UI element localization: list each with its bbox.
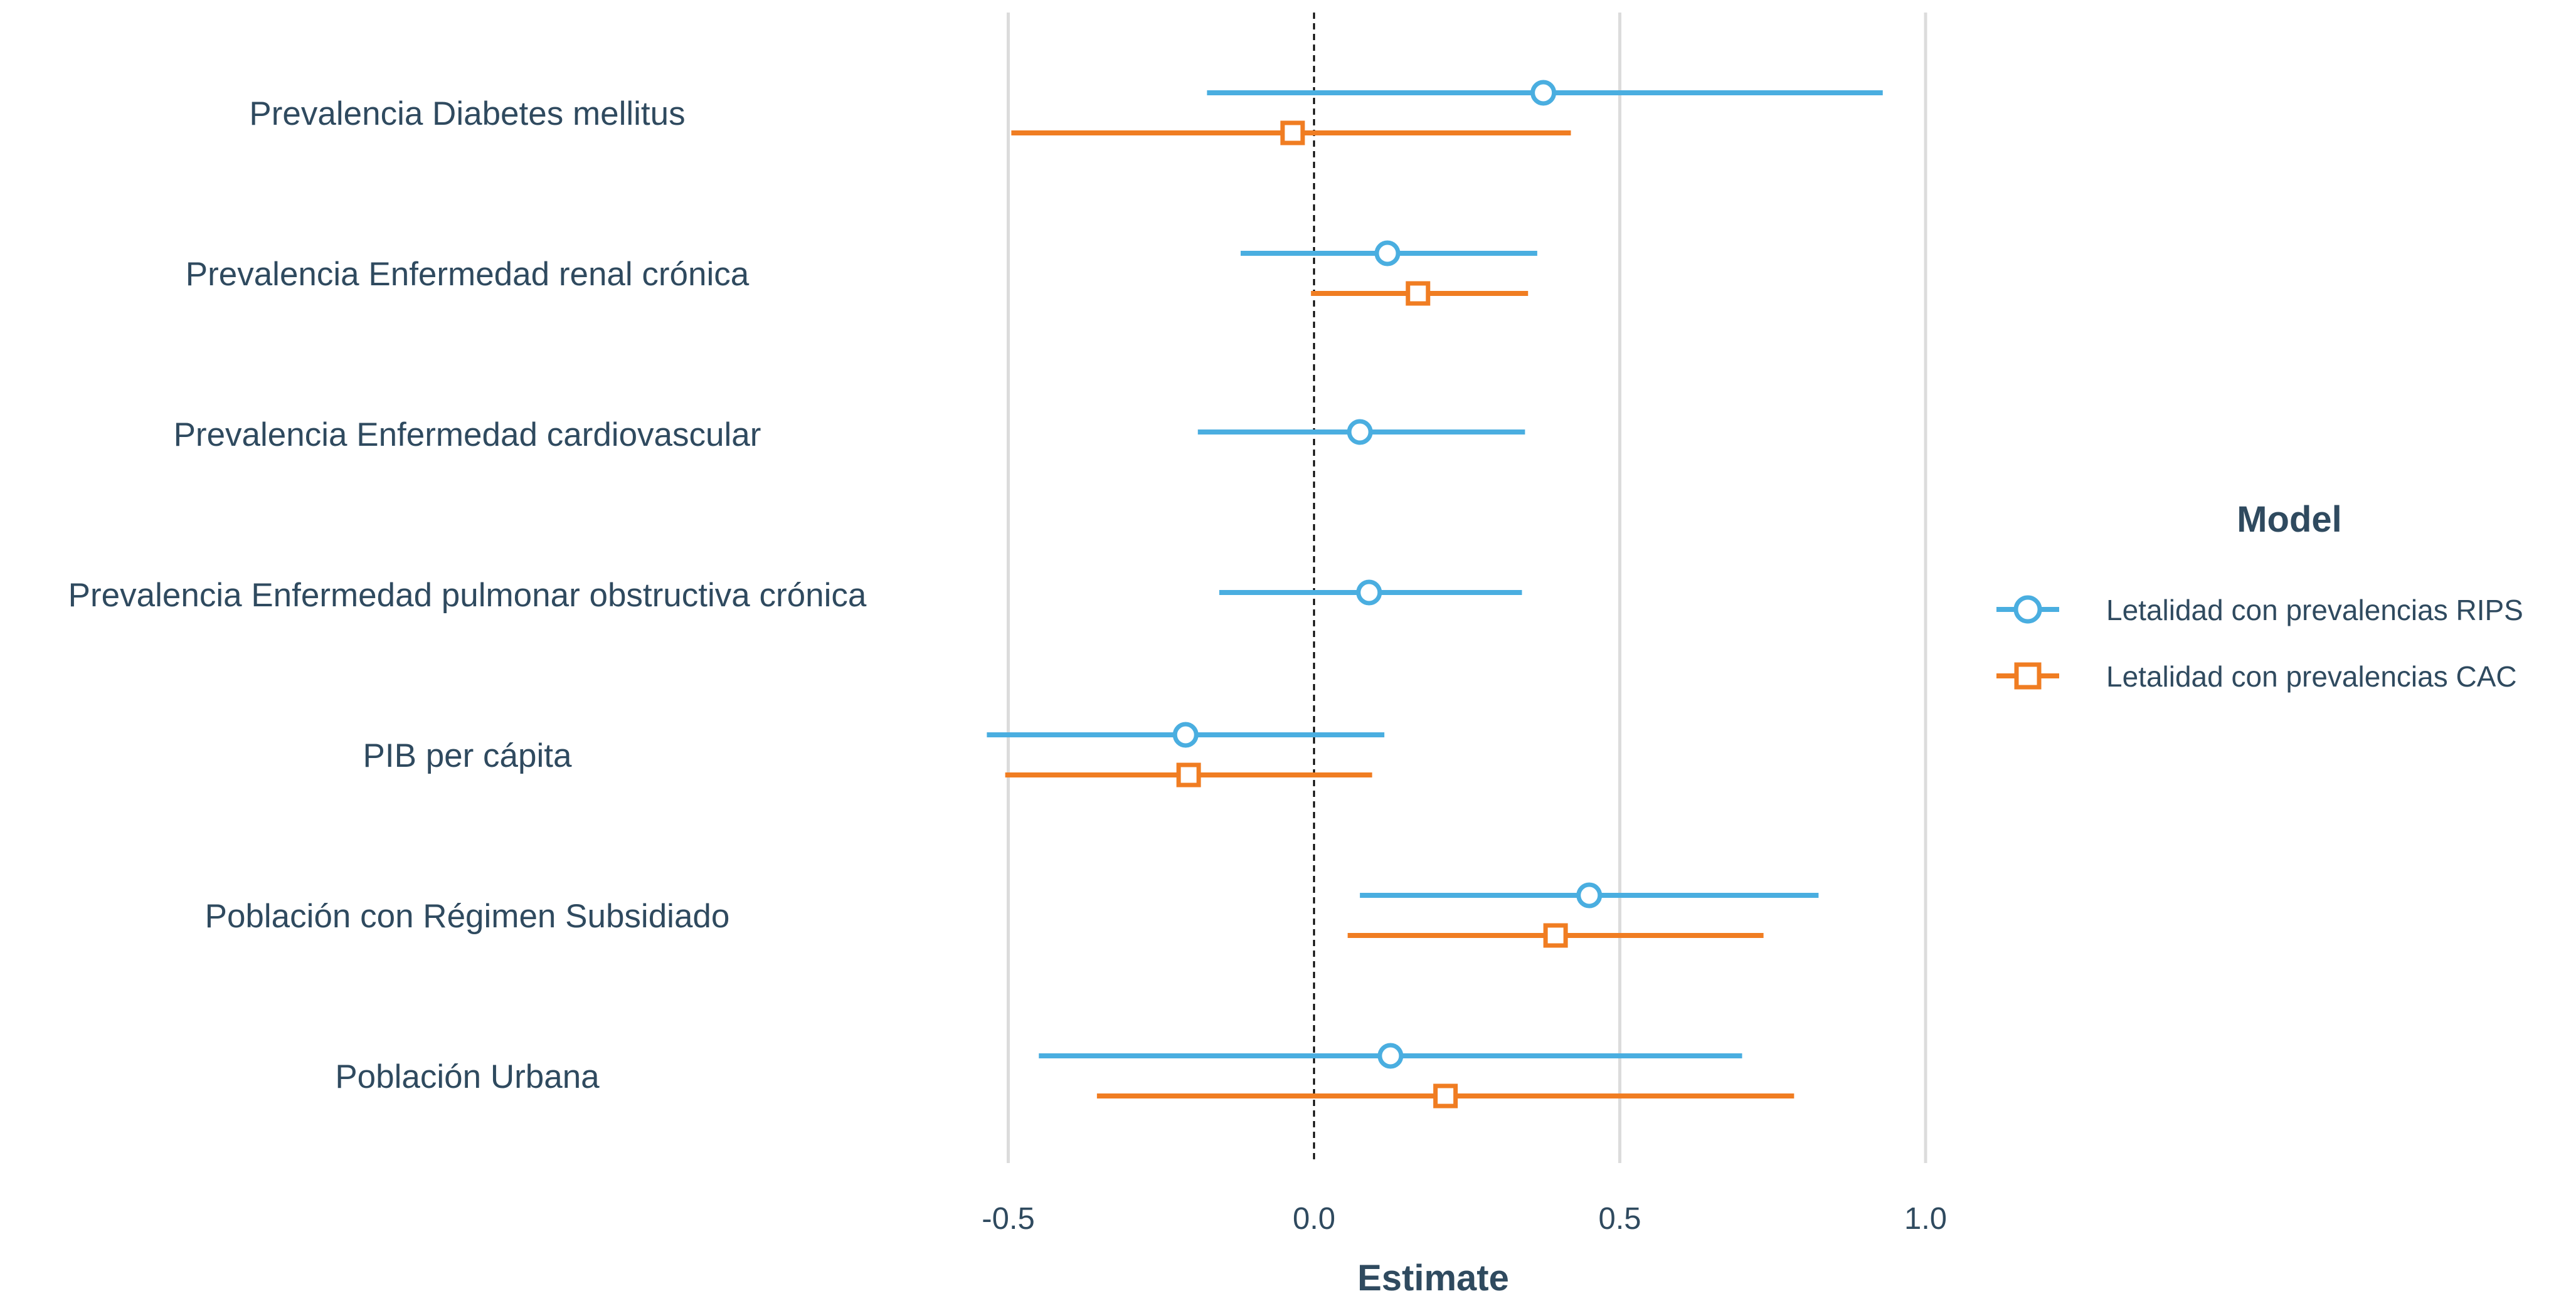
grid-layer: [1007, 13, 1927, 1163]
term-labels: Prevalencia Diabetes mellitus Prevalencia…: [68, 95, 867, 1095]
legend-label: Letalidad con prevalencias CAC: [2106, 660, 2517, 693]
point-estimate: [1347, 419, 1373, 445]
point-estimate: [1356, 579, 1382, 606]
term-label: Prevalencia Diabetes mellitus: [249, 95, 685, 132]
point-estimate: [1543, 923, 1568, 948]
point-estimate: [1172, 722, 1199, 748]
point-estimate: [1374, 240, 1401, 266]
legend-title: Model: [2237, 499, 2342, 540]
point-estimates: [1172, 80, 1603, 1109]
term-label: Prevalencia Enfermedad renal crónica: [186, 256, 750, 293]
legend-key-marker: [2013, 595, 2042, 624]
term-label: Población Urbana: [335, 1058, 600, 1095]
term-label: Prevalencia Enfermedad cardiovascular: [174, 416, 761, 453]
x-tick-label: -0.5: [982, 1202, 1034, 1236]
point-estimate: [1176, 762, 1201, 787]
x-axis-title: Estimate: [1357, 1258, 1509, 1298]
x-tick-label: 0.0: [1293, 1202, 1335, 1236]
legend-item: Letalidad con prevalencias RIPS: [1996, 594, 2523, 626]
confidence-intervals: [987, 90, 1883, 1098]
legend: Model Letalidad con prevalencias RIPSLet…: [1996, 499, 2523, 693]
term-label: PIB per cápita: [363, 737, 572, 774]
legend-item: Letalidad con prevalencias CAC: [1996, 660, 2517, 693]
point-estimate: [1377, 1043, 1404, 1069]
x-tick-labels: -0.5 0.0 0.5 1.0: [982, 1202, 1947, 1236]
legend-key-marker: [2014, 662, 2042, 690]
legend-items: Letalidad con prevalencias RIPS Letalidad…: [1996, 594, 2523, 693]
point-estimate: [1280, 120, 1305, 145]
term-label: Población con Régimen Subsidiado: [205, 898, 730, 935]
point-estimate: [1406, 281, 1431, 306]
term-label: Prevalencia Enfermedad pulmonar obstruct…: [68, 577, 867, 614]
point-estimate: [1576, 882, 1603, 909]
point-estimate: [1433, 1083, 1458, 1109]
legend-label: Letalidad con prevalencias RIPS: [2106, 594, 2523, 626]
x-tick-label: 0.5: [1598, 1202, 1641, 1236]
x-tick-label: 1.0: [1904, 1202, 1947, 1236]
point-estimate: [1530, 80, 1557, 106]
